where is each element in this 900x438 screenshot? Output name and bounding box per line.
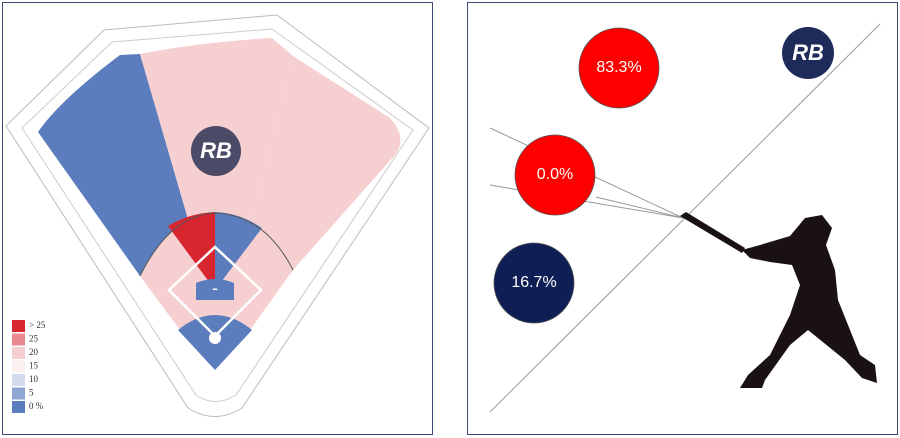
zone-infield-left	[168, 212, 215, 290]
infield-arc	[139, 212, 294, 277]
logo: RB	[792, 40, 824, 65]
legend-label: 20	[29, 347, 39, 357]
bubble	[493, 242, 575, 324]
angle-line	[595, 196, 684, 219]
logo-circle	[191, 126, 241, 176]
bubble	[514, 134, 596, 216]
legend-swatch	[12, 374, 25, 386]
bubble-label: 83.3%	[596, 59, 641, 76]
legend-swatch	[12, 333, 25, 346]
legend: > 25 25 20 15 10 5 0 %	[12, 320, 46, 413]
zone-left	[38, 54, 190, 276]
legend-swatch	[12, 320, 25, 332]
legend-swatch	[12, 360, 25, 373]
field-inner-outline	[21, 28, 414, 402]
bubble-label: 16.7%	[511, 274, 556, 291]
legend-label: 15	[29, 361, 39, 371]
legend-label: 10	[29, 374, 39, 384]
logo-circle	[782, 27, 834, 79]
bubbles: 83.3% 0.0% 16.7%	[493, 27, 660, 324]
legend-label: 5	[29, 388, 34, 398]
legend-swatch	[12, 347, 25, 359]
field-outline	[5, 14, 430, 417]
legend-label: > 25	[29, 320, 46, 330]
zone-infield-right	[215, 212, 262, 290]
bat	[680, 212, 745, 253]
legend-swatch	[12, 401, 25, 413]
legend-swatch	[12, 387, 25, 400]
home-plate	[209, 332, 221, 344]
logo: RB	[200, 138, 232, 163]
bubble	[578, 27, 660, 109]
zone-right	[250, 56, 401, 270]
batter	[740, 215, 877, 388]
zone-mound	[196, 279, 234, 300]
legend-label: 0 %	[29, 401, 44, 411]
legend-label: 25	[29, 334, 39, 344]
infield-label: -	[212, 278, 218, 298]
bubble-label: 0.0%	[537, 166, 573, 183]
